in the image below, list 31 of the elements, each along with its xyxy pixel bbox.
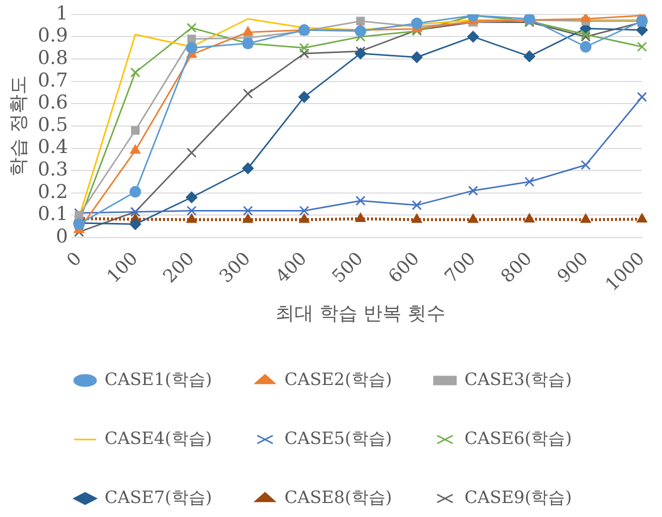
y-tick-label: 0.9	[38, 24, 68, 47]
y-tick-label: 0	[56, 225, 68, 248]
y-tick-label: 0.2	[38, 180, 68, 203]
legend-label: CASE8(학습)	[284, 488, 392, 508]
legend-label: CASE1(학습)	[104, 370, 212, 390]
y-axis-title: 학습 정확도	[7, 75, 30, 176]
x-tick-label: 300	[216, 248, 255, 288]
x-tick-label: 600	[384, 248, 424, 288]
y-tick-label: 0.3	[38, 158, 68, 181]
legend-label: CASE9(학습)	[464, 488, 572, 508]
y-tick-label: 0.8	[38, 46, 68, 69]
x-tick-label: 900	[553, 248, 593, 288]
x-tick-label: 700	[440, 248, 480, 288]
y-tick-label: 0.4	[38, 136, 68, 158]
x-tick-label: 200	[159, 248, 198, 288]
legend-label: CASE6(학습)	[464, 428, 572, 449]
legend-label: CASE5(학습)	[284, 428, 392, 449]
legend-label: CASE7(학습)	[104, 488, 212, 508]
legend-label: CASE3(학습)	[464, 370, 572, 390]
legend-label: CASE4(학습)	[104, 428, 212, 449]
x-tick-label: 800	[497, 248, 536, 288]
y-tick-label: 0.6	[38, 92, 68, 114]
y-tick-label: 0.1	[38, 203, 68, 226]
y-tick-label: 1	[56, 2, 68, 24]
legend-label: CASE2(학습)	[284, 370, 392, 390]
x-tick-label: 400	[272, 248, 312, 288]
y-tick-label: 0.7	[38, 69, 68, 92]
x-axis-title: 최대 학습 반복 횟수	[275, 302, 446, 325]
x-tick-label: 500	[328, 248, 368, 288]
x-tick-label: 100	[103, 248, 142, 288]
y-tick-label: 0.5	[38, 114, 68, 136]
